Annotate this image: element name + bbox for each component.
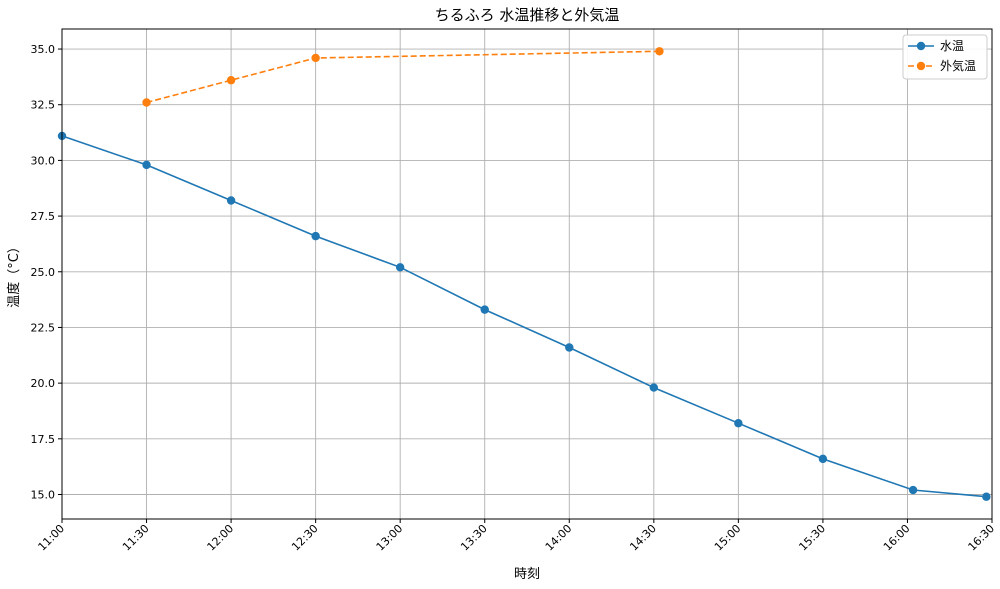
y-tick-label: 22.5: [31, 321, 56, 334]
data-point: [734, 419, 743, 428]
legend-label: 外気温: [940, 58, 976, 73]
data-point: [142, 160, 151, 170]
series-line-1: [61, 135, 987, 498]
x-tick-label: 12:30: [289, 522, 321, 554]
y-tick-label: 20.0: [31, 377, 56, 390]
legend-label: 水温: [940, 39, 964, 53]
y-axis-label: 温度（°C）: [6, 240, 22, 308]
series-layer: [57, 47, 991, 501]
x-tick-label: 14:30: [627, 522, 659, 554]
data-point: [226, 76, 236, 85]
data-point: [565, 343, 574, 352]
x-tick-label: 14:00: [543, 522, 575, 554]
data-point: [649, 383, 659, 392]
x-tick-label: 13:30: [458, 522, 490, 554]
y-tick-label: 15.0: [31, 489, 56, 502]
x-tick-label: 15:00: [712, 522, 744, 554]
data-point: [395, 263, 405, 272]
plot-frame: [61, 28, 993, 520]
y-tick-label: 32.5: [31, 99, 56, 112]
y-tick-label: 30.0: [31, 154, 56, 167]
x-axis: 11:00 11:30 12:00 12:30 13:00 13:30 14:00 14:30…: [36, 519, 998, 554]
y-tick-label: 27.5: [31, 210, 56, 223]
x-axis-label: 時刻: [514, 567, 540, 582]
data-point: [982, 492, 991, 501]
y-tick-label: 17.5: [31, 433, 56, 446]
x-tick-label: 11:30: [120, 522, 152, 554]
legend-marker: [916, 41, 926, 51]
data-point: [655, 47, 664, 56]
x-tick-label: 15:30: [796, 522, 828, 554]
data-point: [908, 485, 918, 495]
legend-marker: [916, 61, 926, 71]
data-point: [818, 454, 828, 464]
x-tick-label: 16:30: [966, 522, 998, 554]
data-point: [480, 305, 489, 314]
x-tick-label: 11:00: [36, 522, 68, 554]
y-tick-label: 25.0: [31, 266, 56, 279]
grid: [61, 29, 993, 519]
data-point: [226, 196, 236, 205]
data-point: [142, 98, 151, 107]
chart-title: ちるふろ 水温推移と外気温: [435, 6, 620, 24]
data-point: [311, 53, 320, 63]
y-axis: 15.0 17.5 20.0 22.5 25.0 27.5 30.0 32.5 35.0: [31, 43, 62, 502]
y-tick-label: 35.0: [31, 43, 56, 56]
series-line-2: [146, 50, 660, 104]
x-tick-label: 16:00: [881, 522, 913, 554]
x-tick-label: 12:00: [205, 522, 237, 554]
x-tick-label: 13:00: [374, 522, 406, 554]
data-point: [311, 231, 320, 241]
